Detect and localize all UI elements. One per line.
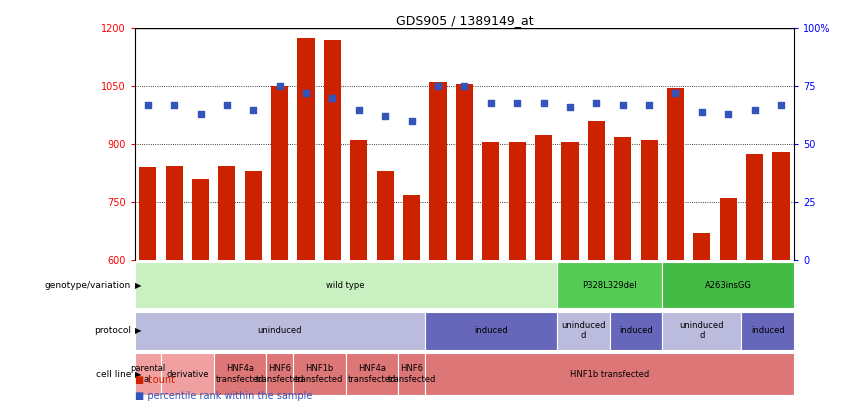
Point — [721, 111, 735, 117]
Bar — [403, 194, 420, 260]
Bar — [424, 311, 556, 350]
Bar — [219, 166, 235, 260]
Point — [168, 102, 181, 108]
Bar — [424, 353, 794, 395]
Bar — [641, 141, 658, 260]
Title: GDS905 / 1389149_at: GDS905 / 1389149_at — [396, 14, 533, 27]
Point — [695, 109, 709, 115]
Text: protocol: protocol — [95, 326, 131, 335]
Text: HNF1b transfected: HNF1b transfected — [570, 370, 649, 379]
Bar — [271, 86, 288, 260]
Bar — [456, 84, 473, 260]
Point — [589, 99, 603, 106]
Text: induced: induced — [474, 326, 508, 335]
Bar — [266, 353, 293, 395]
Point — [404, 118, 418, 124]
Point — [273, 83, 286, 90]
Text: P328L329del: P328L329del — [582, 281, 637, 290]
Bar — [293, 353, 345, 395]
Bar — [535, 134, 552, 260]
Point — [510, 99, 524, 106]
Bar — [135, 353, 161, 395]
Bar — [135, 311, 424, 350]
Text: uninduced: uninduced — [258, 326, 302, 335]
Text: ▶: ▶ — [135, 326, 141, 335]
Bar — [245, 171, 262, 260]
Text: induced: induced — [619, 326, 653, 335]
Bar — [609, 311, 662, 350]
Bar — [741, 311, 794, 350]
Point — [483, 99, 497, 106]
Bar — [192, 179, 209, 260]
Bar — [324, 40, 341, 260]
Text: ▶: ▶ — [135, 281, 141, 290]
Point — [774, 102, 788, 108]
Bar — [556, 311, 609, 350]
Point — [247, 106, 260, 113]
Text: derivative: derivative — [166, 370, 208, 379]
Bar — [483, 143, 499, 260]
Text: ▶: ▶ — [135, 370, 141, 379]
Bar — [377, 171, 394, 260]
Bar — [562, 143, 578, 260]
Text: wild type: wild type — [326, 281, 365, 290]
Point — [378, 113, 392, 120]
Text: uninduced
d: uninduced d — [561, 321, 605, 340]
Point — [457, 83, 471, 90]
Bar — [139, 168, 156, 260]
Bar — [161, 353, 214, 395]
Bar — [615, 136, 631, 260]
Text: ■ percentile rank within the sample: ■ percentile rank within the sample — [135, 391, 312, 401]
Bar — [166, 166, 182, 260]
Bar — [351, 141, 367, 260]
Bar — [398, 353, 424, 395]
Point — [326, 95, 339, 101]
Text: induced: induced — [751, 326, 785, 335]
Text: HNF6
transfected: HNF6 transfected — [255, 364, 304, 384]
Text: HNF4a
transfected: HNF4a transfected — [216, 364, 264, 384]
Bar — [746, 154, 763, 260]
Point — [299, 90, 313, 96]
Bar — [298, 38, 314, 260]
Bar — [662, 311, 741, 350]
Point — [352, 106, 365, 113]
Point — [563, 104, 577, 111]
Text: genotype/variation: genotype/variation — [45, 281, 131, 290]
Point — [431, 83, 445, 90]
Text: ■ count: ■ count — [135, 375, 174, 385]
Point — [536, 99, 550, 106]
Point — [668, 90, 682, 96]
Text: HNF6
transfected: HNF6 transfected — [387, 364, 436, 384]
Bar — [345, 353, 398, 395]
Text: HNF4a
transfected: HNF4a transfected — [348, 364, 396, 384]
Point — [747, 106, 761, 113]
Text: parental
al: parental al — [130, 364, 166, 384]
Point — [642, 102, 656, 108]
Bar — [135, 262, 556, 308]
Bar — [214, 353, 266, 395]
Point — [615, 102, 629, 108]
Bar — [667, 88, 684, 260]
Bar — [662, 262, 794, 308]
Text: uninduced
d: uninduced d — [680, 321, 724, 340]
Bar — [773, 152, 790, 260]
Text: cell line: cell line — [95, 370, 131, 379]
Bar — [509, 143, 526, 260]
Bar — [556, 262, 662, 308]
Point — [220, 102, 233, 108]
Bar — [430, 83, 446, 260]
Bar — [694, 233, 710, 260]
Bar — [588, 121, 605, 260]
Text: A263insGG: A263insGG — [705, 281, 752, 290]
Bar — [720, 198, 737, 260]
Point — [141, 102, 155, 108]
Point — [194, 111, 207, 117]
Text: HNF1b
transfected: HNF1b transfected — [295, 364, 344, 384]
